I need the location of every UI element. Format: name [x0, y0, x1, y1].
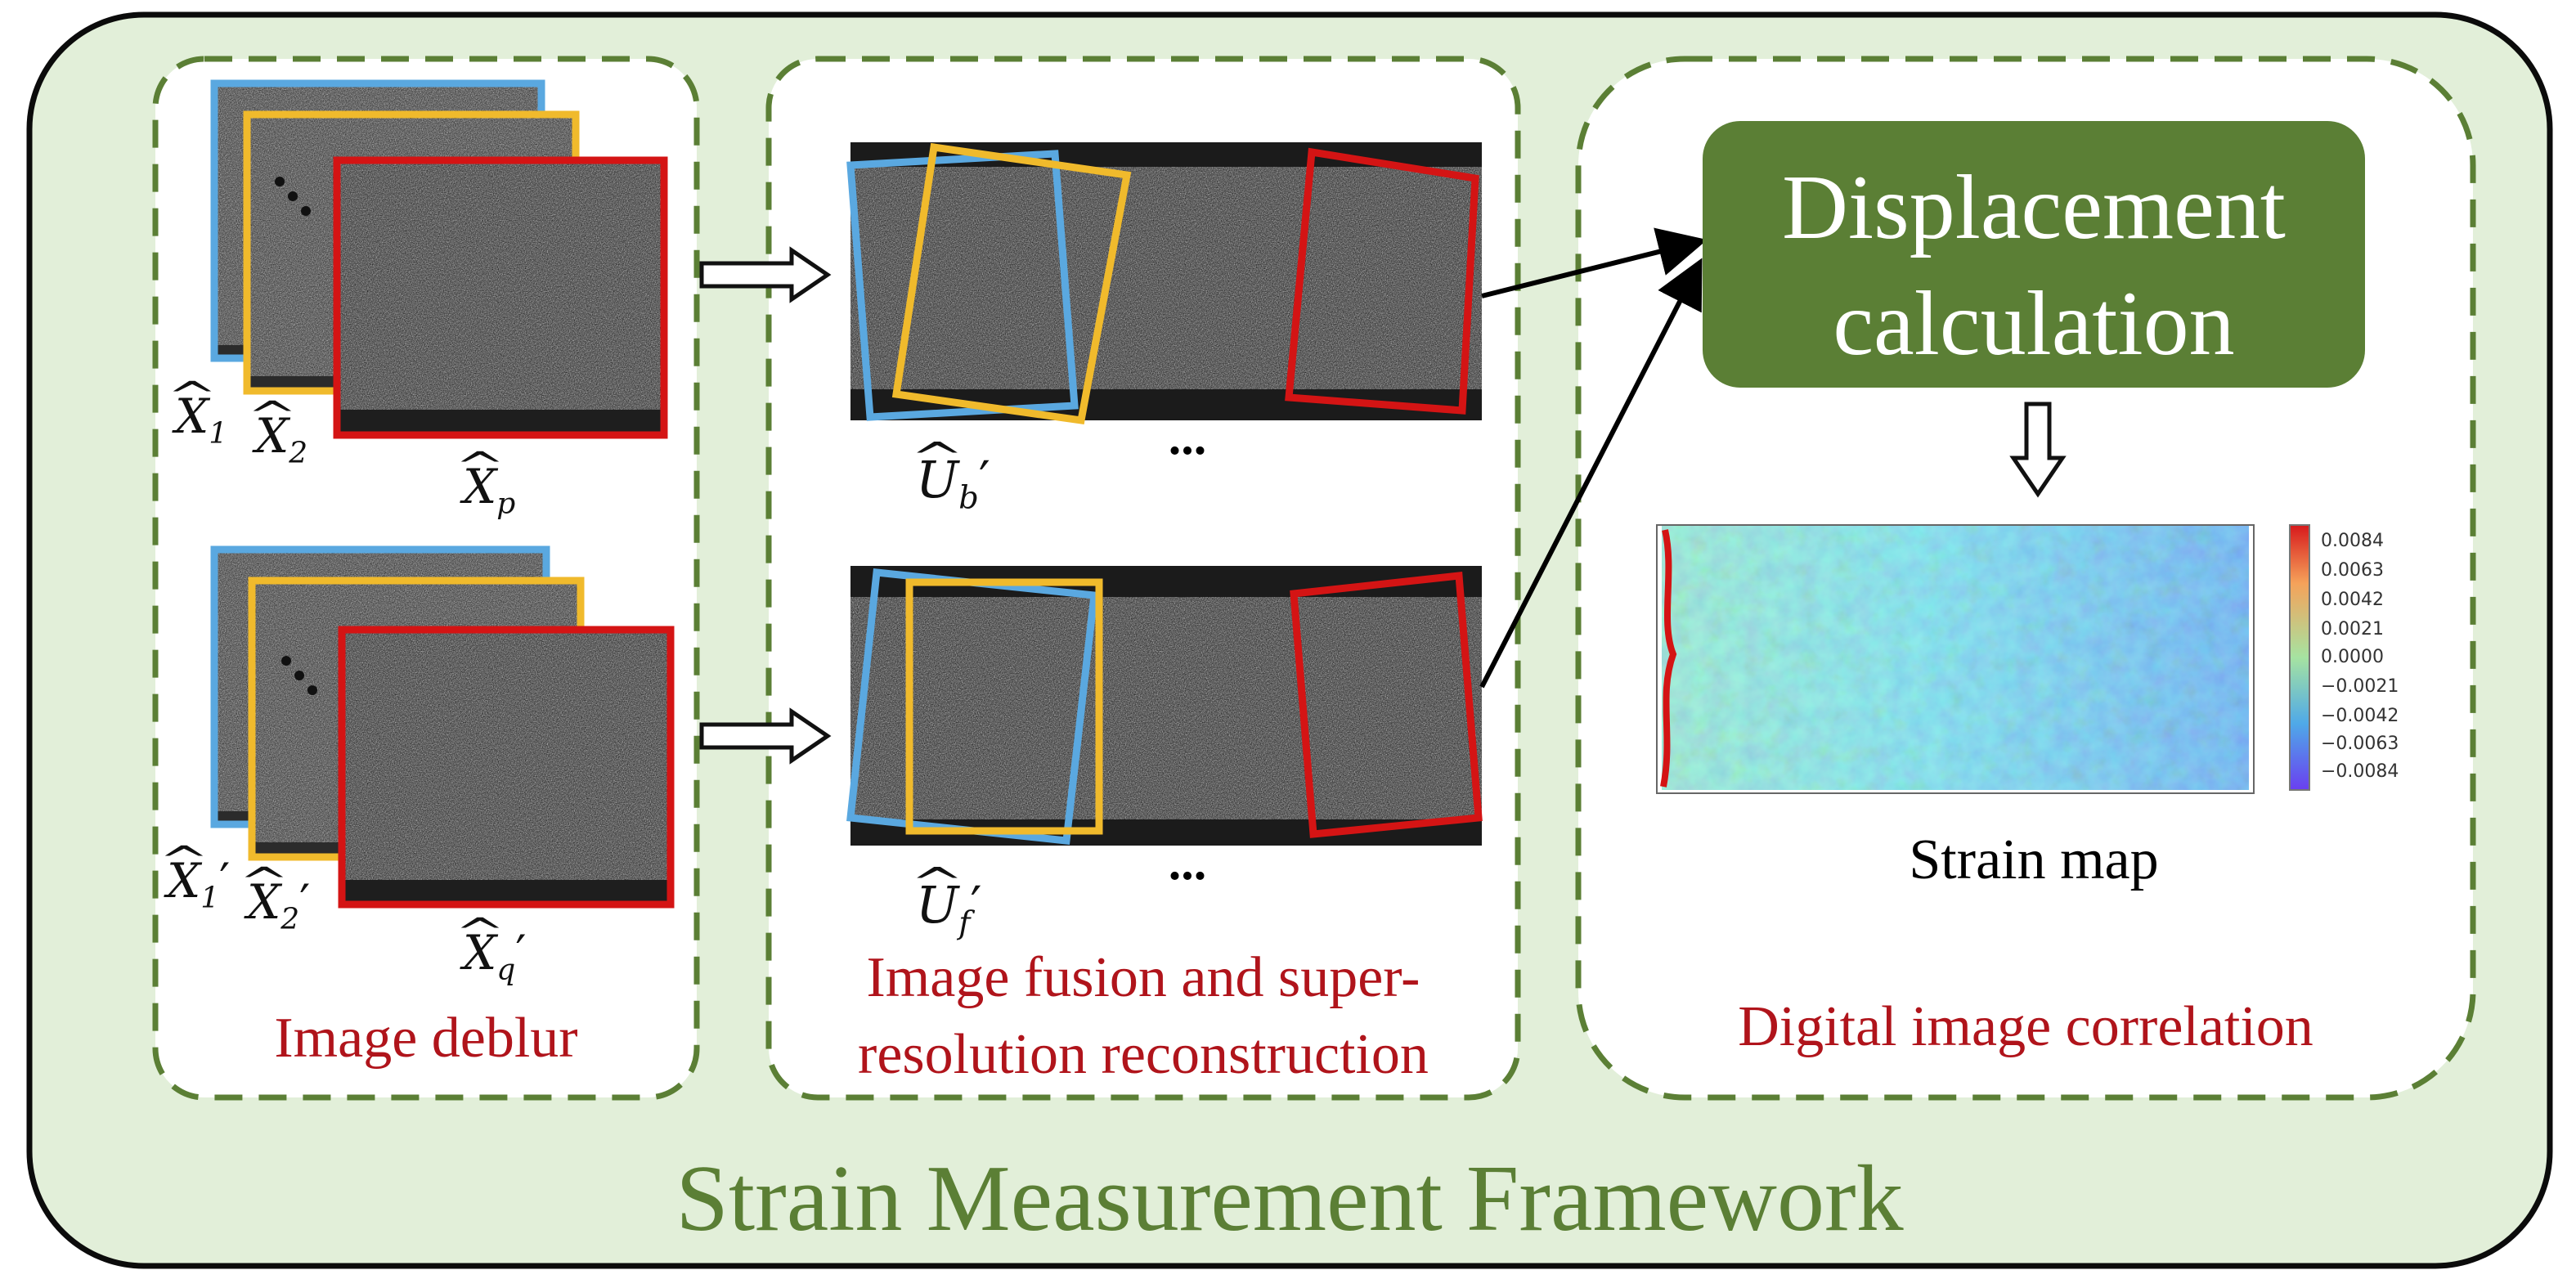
- label-x-hat-2-prime: X2′: [247, 878, 310, 935]
- red-frame: [1285, 147, 1479, 415]
- red-frame: [1290, 572, 1483, 838]
- blue-frame: [846, 568, 1098, 845]
- arrow-upper-to-displacement: [1481, 227, 1708, 298]
- strain-colorbar: [2289, 524, 2310, 791]
- hollow-arrow-lower: [699, 707, 832, 765]
- hollow-arrow-upper: [699, 246, 832, 303]
- yellow-frame: [905, 578, 1103, 835]
- label-x-hat-q-prime: Xq′: [463, 929, 526, 985]
- ellipsis-upper: ...: [1168, 410, 1207, 465]
- displacement-box-line2: calculation: [1833, 273, 2235, 375]
- fused-strip-lower: [846, 566, 1483, 846]
- label-x-hat-p: Xp: [463, 463, 515, 519]
- colorbar-tick: 0.0042: [2321, 590, 2384, 610]
- fusion-stage-label-line1: Image fusion and super-: [866, 946, 1420, 1009]
- blurred-image-stack-lower: [210, 545, 675, 909]
- colorbar-tick: 0.0084: [2321, 531, 2384, 551]
- blurred-image-stack-upper: [210, 79, 668, 439]
- fused-strip-upper: [846, 142, 1482, 425]
- ellipsis-lower: ...: [1168, 835, 1207, 891]
- displacement-box-line1: Displacement: [1782, 157, 2286, 258]
- displacement-calculation-box: [1703, 121, 2365, 388]
- label-x-hat-2: X2: [255, 412, 307, 469]
- colorbar-tick: −0.0063: [2321, 734, 2399, 754]
- fusion-stage-label-line2: resolution reconstruction: [858, 1023, 1429, 1086]
- colorbar-tick: −0.0042: [2321, 706, 2399, 726]
- label-u-hat-b-prime: Ub′: [916, 455, 990, 514]
- colorbar-tick: 0.0000: [2321, 647, 2384, 667]
- red-frame: [333, 156, 668, 439]
- label-u-hat-f-prime: Uf′: [916, 880, 982, 940]
- colorbar-tick: 0.0063: [2321, 560, 2384, 581]
- label-x-hat-1: X1: [175, 393, 227, 449]
- dic-stage-label: Digital image correlation: [1738, 995, 2313, 1058]
- framework-title: Strain Measurement Framework: [675, 1147, 1904, 1251]
- deblur-stage-label: Image deblur: [274, 1007, 578, 1070]
- colorbar-tick: −0.0021: [2321, 676, 2399, 697]
- strain-map-label: Strain map: [1909, 828, 2159, 891]
- label-x-hat-1-prime: X1′: [167, 857, 230, 913]
- colorbar-tick: 0.0021: [2321, 619, 2384, 640]
- colorbar-tick-labels: 0.0084 0.0063 0.0042 0.0021 0.0000 −0.00…: [2321, 531, 2399, 782]
- hollow-arrow-down: [2009, 402, 2067, 498]
- red-frame: [338, 626, 675, 909]
- yellow-frame: [891, 142, 1132, 425]
- colorbar-tick: −0.0084: [2321, 761, 2399, 782]
- arrow-lower-to-displacement: [1479, 258, 1703, 689]
- strain-map-image: [1656, 524, 2255, 794]
